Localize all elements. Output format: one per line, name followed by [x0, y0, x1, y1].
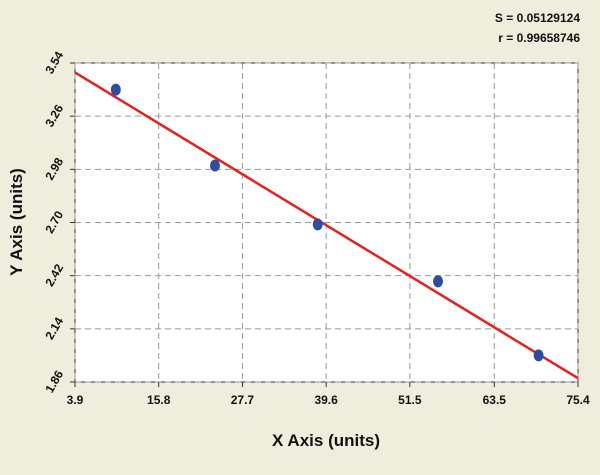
x-tick-label: 63.5	[483, 393, 507, 407]
x-tick-label: 51.5	[398, 393, 422, 407]
x-axis-label: X Axis (units)	[272, 431, 380, 450]
x-tick-label: 27.7	[231, 393, 255, 407]
x-tick-label: 75.4	[566, 393, 590, 407]
x-tick-label: 15.8	[147, 393, 171, 407]
data-point	[433, 275, 444, 288]
data-point	[110, 83, 121, 96]
data-point	[312, 218, 323, 231]
x-tick-label: 3.9	[67, 393, 84, 407]
annotation: r = 0.99658746	[498, 31, 580, 45]
fit-line	[74, 71, 579, 380]
data-point	[533, 349, 544, 362]
y-axis-label: Y Axis (units)	[7, 168, 26, 276]
annotation: S = 0.05129124	[495, 11, 580, 25]
x-tick-label: 39.6	[314, 393, 338, 407]
data-point	[209, 159, 220, 172]
